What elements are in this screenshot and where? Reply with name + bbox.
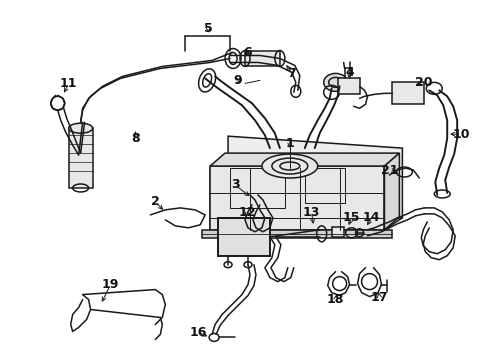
Ellipse shape: [68, 123, 92, 133]
Text: 16: 16: [189, 326, 206, 339]
Polygon shape: [210, 218, 402, 230]
Text: 13: 13: [303, 206, 320, 219]
Bar: [68, 128, 92, 188]
Text: 18: 18: [326, 293, 344, 306]
Bar: [202, 230, 392, 238]
Text: 19: 19: [102, 278, 119, 291]
Text: 2: 2: [151, 195, 160, 208]
Text: 12: 12: [238, 206, 255, 219]
Text: 9: 9: [233, 74, 242, 87]
Ellipse shape: [323, 73, 347, 91]
Text: 7: 7: [287, 67, 296, 80]
Text: 20: 20: [414, 76, 431, 89]
Text: 14: 14: [362, 211, 380, 224]
Bar: [304, 168, 344, 203]
Polygon shape: [210, 168, 384, 230]
Polygon shape: [210, 153, 399, 166]
Text: 6: 6: [243, 46, 252, 59]
Bar: [244, 50, 279, 67]
Text: 11: 11: [60, 77, 77, 90]
Text: 17: 17: [370, 291, 387, 304]
Text: 21: 21: [380, 163, 397, 176]
Bar: [229, 168, 285, 208]
Bar: [337, 78, 359, 94]
Bar: [392, 82, 424, 104]
Bar: [218, 218, 269, 256]
Polygon shape: [384, 153, 399, 230]
Text: 10: 10: [451, 128, 469, 141]
Text: 15: 15: [342, 211, 360, 224]
Bar: [210, 166, 384, 230]
Text: 3: 3: [230, 179, 239, 192]
Text: 8: 8: [131, 132, 140, 145]
Text: 4: 4: [345, 66, 353, 79]
Text: 5: 5: [203, 22, 212, 35]
Bar: [331, 227, 343, 237]
Ellipse shape: [262, 154, 317, 178]
Text: 1: 1: [285, 137, 294, 150]
Polygon shape: [227, 136, 402, 218]
